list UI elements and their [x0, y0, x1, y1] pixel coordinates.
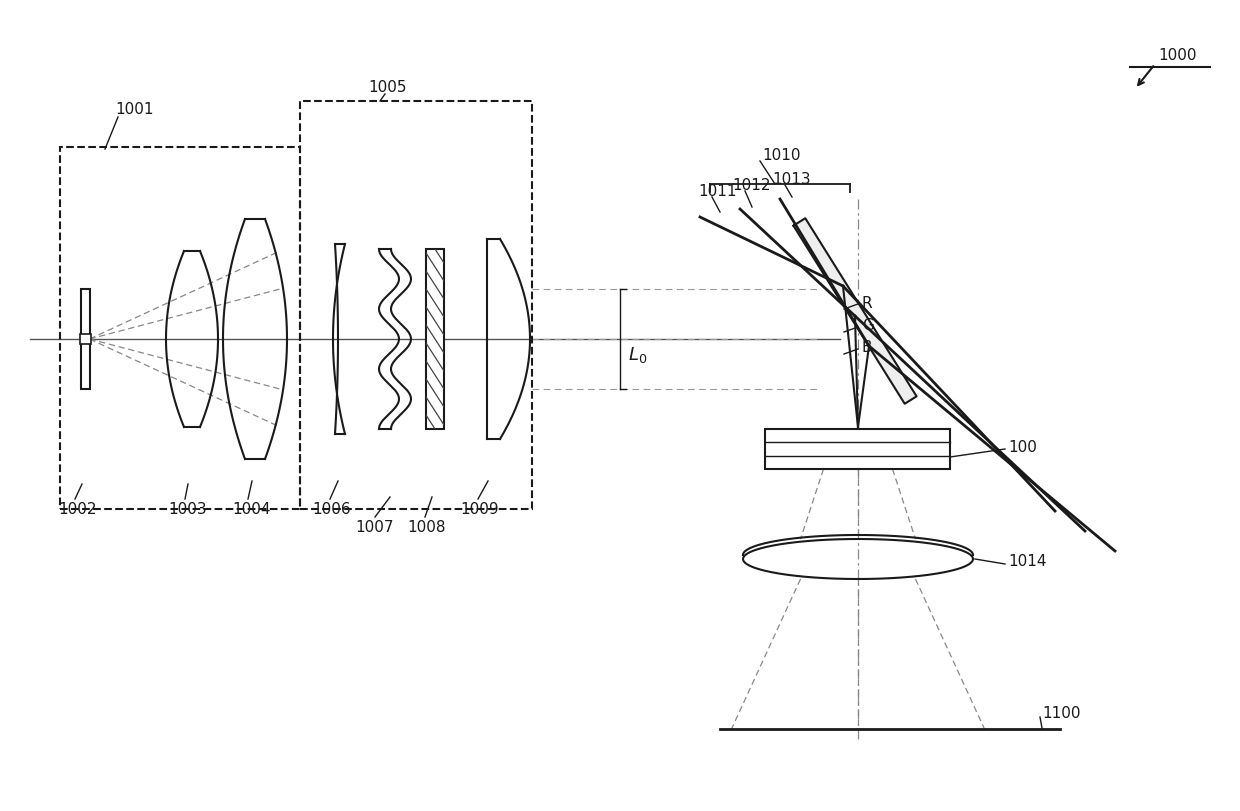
- Text: B: B: [862, 340, 873, 355]
- Text: 100: 100: [1008, 440, 1037, 455]
- Bar: [79, 335, 91, 345]
- Text: 1007: 1007: [355, 520, 393, 534]
- Text: 1000: 1000: [1158, 47, 1197, 62]
- Text: 1013: 1013: [773, 172, 811, 187]
- Bar: [427, 250, 444, 430]
- Text: 1004: 1004: [232, 502, 270, 517]
- Bar: [81, 290, 89, 389]
- Bar: [765, 430, 951, 470]
- Bar: [300, 102, 532, 509]
- Text: 1003: 1003: [167, 502, 207, 517]
- Bar: [60, 148, 300, 509]
- Text: R: R: [862, 295, 873, 310]
- Polygon shape: [794, 219, 916, 404]
- Text: 1014: 1014: [1008, 554, 1047, 569]
- Text: $L_0$: $L_0$: [627, 345, 647, 365]
- Text: 1100: 1100: [1042, 706, 1080, 721]
- Text: 1010: 1010: [763, 148, 801, 162]
- Text: 1006: 1006: [312, 502, 351, 517]
- Text: 1005: 1005: [368, 79, 407, 94]
- Text: 1002: 1002: [58, 502, 97, 517]
- Text: 1009: 1009: [460, 502, 498, 517]
- Text: 1008: 1008: [407, 520, 445, 534]
- Text: G: G: [862, 318, 874, 333]
- Text: 1011: 1011: [698, 184, 737, 200]
- Text: 1001: 1001: [115, 102, 154, 118]
- Text: 1012: 1012: [732, 178, 770, 193]
